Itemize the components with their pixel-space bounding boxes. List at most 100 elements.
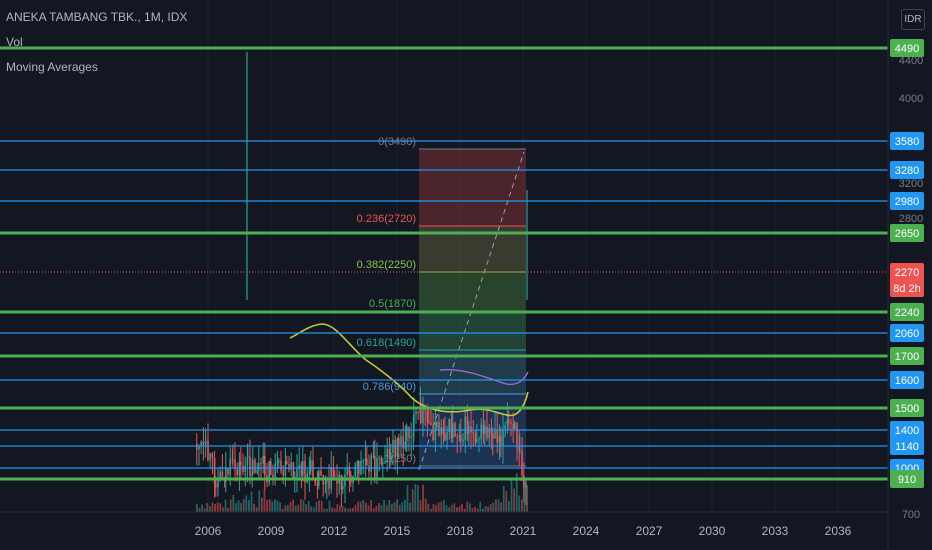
volume-bar bbox=[352, 507, 354, 512]
volume-bar bbox=[359, 501, 362, 512]
candle-body bbox=[348, 467, 351, 475]
candle-body bbox=[310, 460, 312, 472]
volume-bar bbox=[422, 484, 424, 512]
volume-bar bbox=[401, 501, 404, 512]
volume-bar bbox=[214, 504, 216, 512]
price-level-tag bbox=[890, 132, 924, 150]
volume-bar bbox=[229, 499, 232, 512]
volume-bar bbox=[339, 505, 341, 512]
fib-level-label: 0.786(940) bbox=[363, 381, 416, 393]
volume-bar bbox=[414, 484, 417, 512]
candle-body bbox=[382, 462, 384, 465]
candle-body bbox=[519, 450, 521, 452]
candle-body bbox=[304, 460, 306, 483]
candle-body bbox=[260, 463, 262, 465]
candle-body bbox=[444, 433, 446, 441]
price-level-tag-label: 4490 bbox=[895, 43, 919, 55]
candle-body bbox=[428, 421, 430, 423]
candle-body bbox=[288, 464, 290, 470]
candle-body bbox=[417, 411, 419, 413]
candle-body bbox=[420, 403, 422, 423]
volume-bar bbox=[248, 500, 250, 512]
volume-bar bbox=[203, 508, 206, 512]
volume-bar bbox=[505, 491, 508, 512]
volume-bar bbox=[484, 506, 487, 512]
candle-body bbox=[470, 426, 472, 433]
fib-level-label: 0.382(2250) bbox=[357, 259, 416, 271]
volume-bar bbox=[385, 504, 388, 512]
candle-body bbox=[344, 474, 346, 487]
volume-bar bbox=[310, 506, 313, 512]
candle-body bbox=[480, 424, 482, 439]
candle-body bbox=[312, 460, 314, 479]
volume-bar bbox=[411, 489, 414, 512]
candle-body bbox=[440, 427, 442, 436]
bar-countdown-label: 8d 2h bbox=[893, 283, 921, 295]
volume-bar bbox=[276, 500, 279, 512]
candle-body bbox=[404, 441, 407, 449]
volume-bar bbox=[219, 503, 222, 512]
candle-body bbox=[492, 433, 494, 439]
volume-bar bbox=[393, 502, 396, 512]
volume-bar bbox=[354, 504, 357, 512]
time-axis-label: 2033 bbox=[762, 524, 789, 538]
price-level-tag bbox=[890, 347, 924, 365]
volume-bar bbox=[268, 499, 271, 512]
candle-body bbox=[215, 483, 217, 488]
candle-body bbox=[209, 453, 211, 461]
candle-body bbox=[268, 461, 270, 483]
volume-bar bbox=[443, 499, 445, 512]
candle-body bbox=[368, 465, 370, 472]
candle-body bbox=[490, 428, 493, 434]
candle-body bbox=[370, 456, 372, 472]
candle-body bbox=[510, 423, 512, 425]
candle-body bbox=[258, 463, 260, 471]
volume-bar bbox=[222, 507, 224, 512]
candle-body bbox=[217, 478, 219, 488]
candle-body bbox=[234, 458, 236, 470]
fib-level-label: 0.618(1490) bbox=[357, 337, 416, 349]
candle-body bbox=[219, 471, 221, 479]
volume-bar bbox=[388, 500, 391, 512]
candle-body bbox=[300, 464, 303, 476]
volume-bar bbox=[372, 508, 375, 512]
volume-bar bbox=[406, 485, 409, 512]
candle-body bbox=[282, 470, 284, 476]
volume-bar bbox=[362, 499, 365, 512]
volume-bar bbox=[375, 505, 378, 512]
candle-body bbox=[342, 486, 344, 490]
candle-body bbox=[314, 478, 316, 484]
price-level-tag bbox=[890, 224, 924, 242]
time-axis-label: 2024 bbox=[573, 524, 600, 538]
volume-bar bbox=[391, 504, 393, 512]
price-level-tag-label: 1600 bbox=[895, 375, 919, 387]
volume-bar bbox=[279, 502, 281, 512]
volume-bar bbox=[497, 499, 500, 512]
candle-body bbox=[249, 456, 251, 476]
moving-averages-indicator-label[interactable]: Moving Averages bbox=[6, 60, 98, 74]
price-level-tag-label: 3580 bbox=[895, 136, 919, 148]
price-level-tag bbox=[890, 303, 924, 321]
volume-bar bbox=[313, 507, 315, 512]
candle-body bbox=[232, 458, 234, 460]
candle-body bbox=[246, 456, 249, 466]
volume-bar bbox=[463, 508, 466, 512]
candle-body bbox=[332, 467, 335, 478]
volume-bar bbox=[456, 507, 458, 512]
volume-bar bbox=[250, 491, 253, 512]
volume-bar bbox=[476, 508, 479, 512]
price-level-tag-label: 3280 bbox=[895, 165, 919, 177]
volume-indicator-label[interactable]: Vol bbox=[6, 35, 23, 49]
volume-bar bbox=[500, 502, 502, 512]
currency-button[interactable]: IDR bbox=[901, 9, 925, 30]
candle-body bbox=[200, 441, 202, 447]
candle-body bbox=[286, 461, 288, 465]
candle-body bbox=[278, 460, 280, 463]
price-level-tag-label: 1700 bbox=[895, 351, 919, 363]
volume-bar bbox=[521, 499, 523, 512]
price-level-tag bbox=[890, 192, 924, 210]
volume-bar bbox=[440, 501, 443, 512]
candle-body bbox=[494, 429, 496, 439]
candle-body bbox=[340, 474, 343, 490]
